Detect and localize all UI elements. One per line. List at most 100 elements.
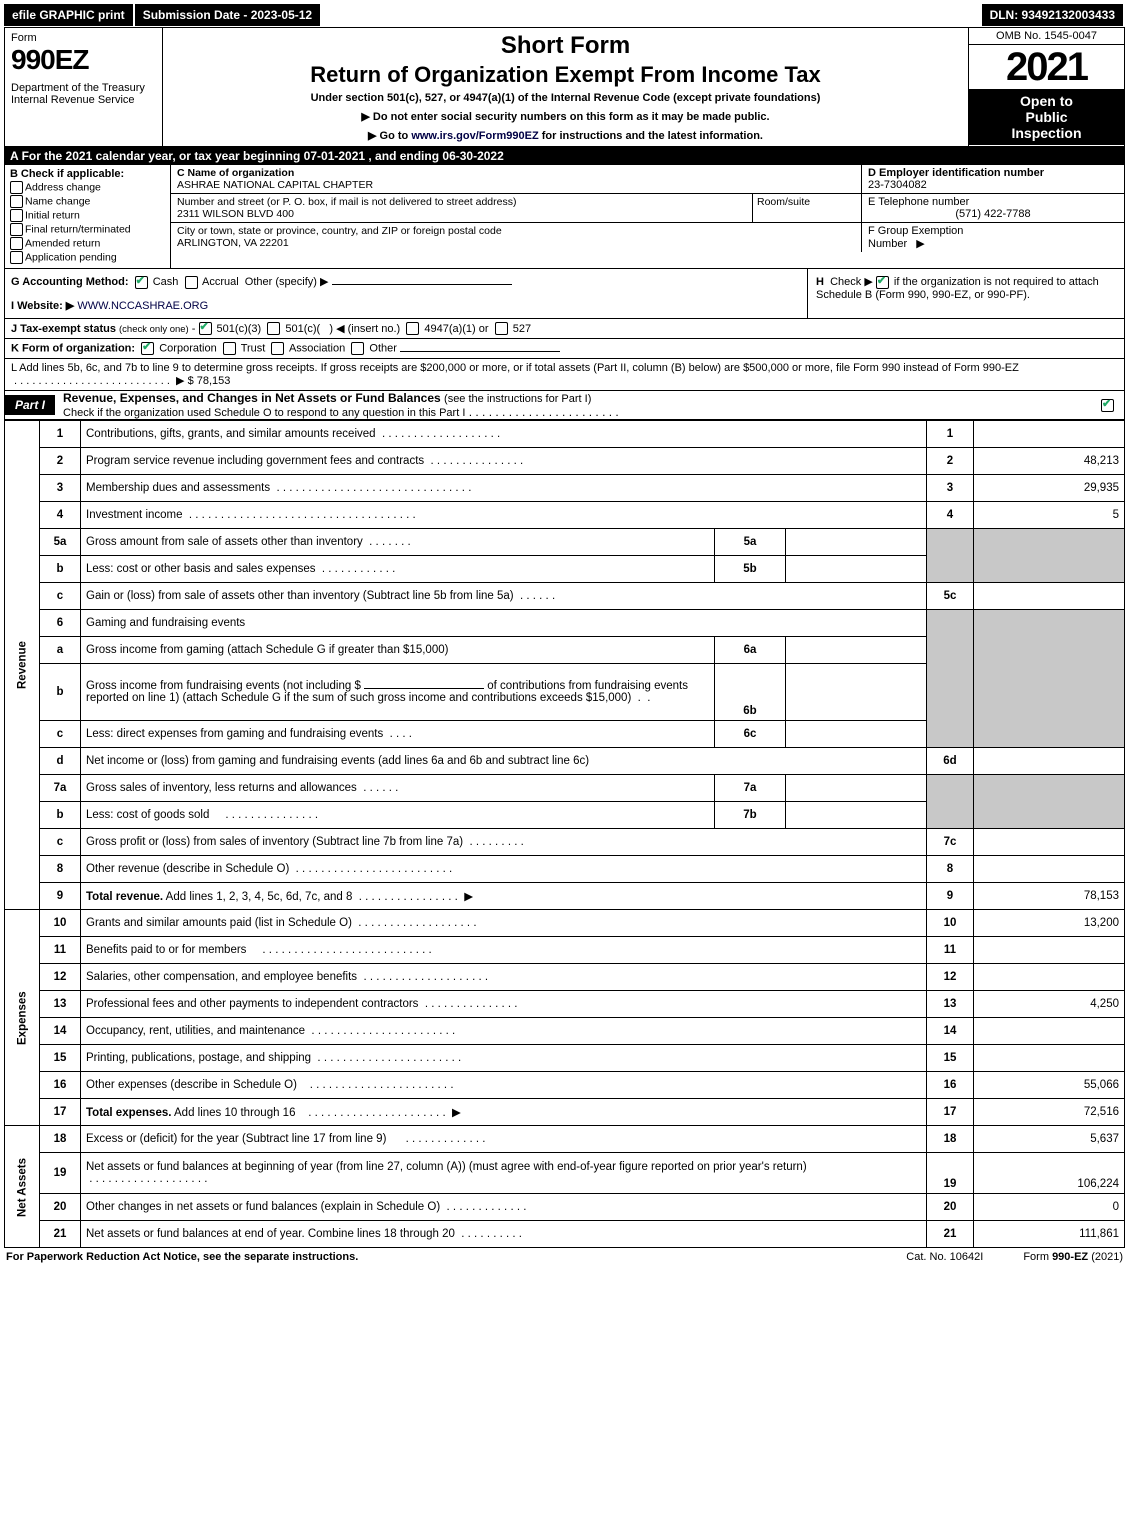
section-a-tax-year: A For the 2021 calendar year, or tax yea… [4, 147, 1125, 165]
line-11: 11 Benefits paid to or for members . . .… [5, 937, 1125, 964]
part-i-header: Part I Revenue, Expenses, and Changes in… [4, 391, 1125, 420]
line-8: 8 Other revenue (describe in Schedule O)… [5, 856, 1125, 883]
section-h: H Check ▶ if the organization is not req… [807, 269, 1124, 318]
part-i-title: Revenue, Expenses, and Changes in Net As… [63, 391, 441, 405]
chk-accrual[interactable] [185, 276, 198, 289]
header-center: Short Form Return of Organization Exempt… [163, 28, 968, 146]
city-value: ARLINGTON, VA 22201 [177, 237, 289, 249]
room-suite: Room/suite [752, 194, 861, 222]
department: Department of the Treasury Internal Reve… [11, 82, 156, 106]
part-i-tag: Part I [5, 395, 55, 415]
dln: DLN: 93492132003433 [982, 4, 1123, 26]
header-right: OMB No. 1545-0047 2021 Open to Public In… [968, 28, 1124, 146]
line-19: 19 Net assets or fund balances at beginn… [5, 1153, 1125, 1194]
chk-amended-return[interactable]: Amended return [10, 237, 165, 250]
line-13: 13 Professional fees and other payments … [5, 991, 1125, 1018]
line-17: 17 Total expenses. Add lines 10 through … [5, 1099, 1125, 1126]
section-j: J Tax-exempt status (check only one) - 5… [4, 319, 1125, 340]
line-4: 4 Investment income . . . . . . . . . . … [5, 502, 1125, 529]
line-7a: 7a Gross sales of inventory, less return… [5, 775, 1125, 802]
chk-527[interactable] [495, 322, 508, 335]
chk-501c3[interactable] [199, 322, 212, 335]
chk-final-return[interactable]: Final return/terminated [10, 223, 165, 236]
website-link[interactable]: WWW.NCCASHRAE.ORG [77, 300, 208, 312]
side-revenue: Revenue [5, 421, 40, 910]
title-return: Return of Organization Exempt From Incom… [169, 62, 962, 88]
chk-cash[interactable] [135, 276, 148, 289]
section-e-phone: E Telephone number (571) 422-7788 [861, 194, 1124, 222]
chk-other-org[interactable] [351, 342, 364, 355]
address-city: City or town, state or province, country… [171, 223, 861, 252]
header-left: Form 990EZ Department of the Treasury In… [5, 28, 163, 146]
open-to-public: Open to Public Inspection [969, 89, 1124, 145]
chk-initial-return[interactable]: Initial return [10, 209, 165, 222]
i-label: I Website: ▶ [11, 300, 74, 312]
ein-value: 23-7304082 [868, 179, 927, 191]
chk-schedule-o[interactable] [1101, 399, 1114, 412]
street-value: 2311 WILSON BLVD 400 [177, 208, 294, 220]
chk-application-pending[interactable]: Application pending [10, 251, 165, 264]
line-12: 12 Salaries, other compensation, and emp… [5, 964, 1125, 991]
line-9: 9 Total revenue. Add lines 1, 2, 3, 4, 5… [5, 883, 1125, 910]
section-f-group: F Group ExemptionNumber ▶ [861, 223, 1124, 252]
footer-formref: Form 990-EZ (2021) [1023, 1251, 1123, 1263]
line-5c: c Gain or (loss) from sale of assets oth… [5, 583, 1125, 610]
section-d-ein: D Employer identification number 23-7304… [861, 165, 1124, 193]
section-a-text: For the 2021 calendar year, or tax year … [22, 149, 504, 163]
line-7c: c Gross profit or (loss) from sales of i… [5, 829, 1125, 856]
info-grid: B Check if applicable: Address change Na… [4, 165, 1125, 269]
footer: For Paperwork Reduction Act Notice, see … [4, 1248, 1125, 1266]
row-gh: G Accounting Method: Cash Accrual Other … [4, 269, 1125, 319]
line-5a: 5a Gross amount from sale of assets othe… [5, 529, 1125, 556]
part-i-table: Revenue 1 Contributions, gifts, grants, … [4, 420, 1125, 1248]
line-15: 15 Printing, publications, postage, and … [5, 1045, 1125, 1072]
chk-address-change[interactable]: Address change [10, 181, 165, 194]
form-header: Form 990EZ Department of the Treasury In… [4, 27, 1125, 147]
irs-link[interactable]: www.irs.gov/Form990EZ [411, 130, 538, 142]
line-14: 14 Occupancy, rent, utilities, and maint… [5, 1018, 1125, 1045]
topbar: efile GRAPHIC print Submission Date - 20… [4, 4, 1125, 26]
phone-value: (571) 422-7788 [868, 208, 1118, 220]
line-2: 2 Program service revenue including gove… [5, 448, 1125, 475]
instr-goto: Go to www.irs.gov/Form990EZ for instruct… [169, 129, 962, 142]
tax-year: 2021 [969, 45, 1124, 89]
section-l: L Add lines 5b, 6c, and 7b to line 9 to … [4, 359, 1125, 391]
section-g: G Accounting Method: Cash Accrual Other … [5, 269, 807, 318]
chk-association[interactable] [271, 342, 284, 355]
subtitle-under: Under section 501(c), 527, or 4947(a)(1)… [169, 92, 962, 104]
line-3: 3 Membership dues and assessments . . . … [5, 475, 1125, 502]
chk-corporation[interactable] [141, 342, 154, 355]
line-16: 16 Other expenses (describe in Schedule … [5, 1072, 1125, 1099]
submission-date: Submission Date - 2023-05-12 [135, 4, 320, 26]
line-1: Revenue 1 Contributions, gifts, grants, … [5, 421, 1125, 448]
chk-trust[interactable] [223, 342, 236, 355]
org-name: ASHRAE NATIONAL CAPITAL CHAPTER [177, 179, 373, 191]
footer-catno: Cat. No. 10642I [906, 1251, 983, 1263]
footer-paperwork: For Paperwork Reduction Act Notice, see … [6, 1251, 358, 1263]
section-b: B Check if applicable: Address change Na… [5, 165, 171, 268]
line-20: 20 Other changes in net assets or fund b… [5, 1194, 1125, 1221]
form-word: Form [11, 32, 156, 44]
title-short-form: Short Form [169, 32, 962, 60]
b-header: Check if applicable: [21, 168, 124, 180]
form-number: 990EZ [11, 44, 156, 76]
chk-501c[interactable] [267, 322, 280, 335]
line-6: 6 Gaming and fundraising events [5, 610, 1125, 637]
chk-4947[interactable] [406, 322, 419, 335]
section-c-name: C Name of organization ASHRAE NATIONAL C… [171, 165, 861, 193]
gross-receipts: $ 78,153 [188, 375, 231, 387]
omb-number: OMB No. 1545-0047 [969, 28, 1124, 45]
side-net-assets: Net Assets [5, 1126, 40, 1248]
line-18: Net Assets 18 Excess or (deficit) for th… [5, 1126, 1125, 1153]
chk-schedule-b[interactable] [876, 276, 889, 289]
line-21: 21 Net assets or fund balances at end of… [5, 1221, 1125, 1248]
instr-ssn: Do not enter social security numbers on … [169, 110, 962, 123]
chk-name-change[interactable]: Name change [10, 195, 165, 208]
side-expenses: Expenses [5, 910, 40, 1126]
address-street: Number and street (or P. O. box, if mail… [171, 194, 752, 222]
section-k: K Form of organization: Corporation Trus… [4, 339, 1125, 359]
part-i-sub: Check if the organization used Schedule … [63, 407, 465, 419]
line-10: Expenses 10 Grants and similar amounts p… [5, 910, 1125, 937]
line-6d: d Net income or (loss) from gaming and f… [5, 748, 1125, 775]
efile-print-button[interactable]: efile GRAPHIC print [4, 4, 133, 26]
